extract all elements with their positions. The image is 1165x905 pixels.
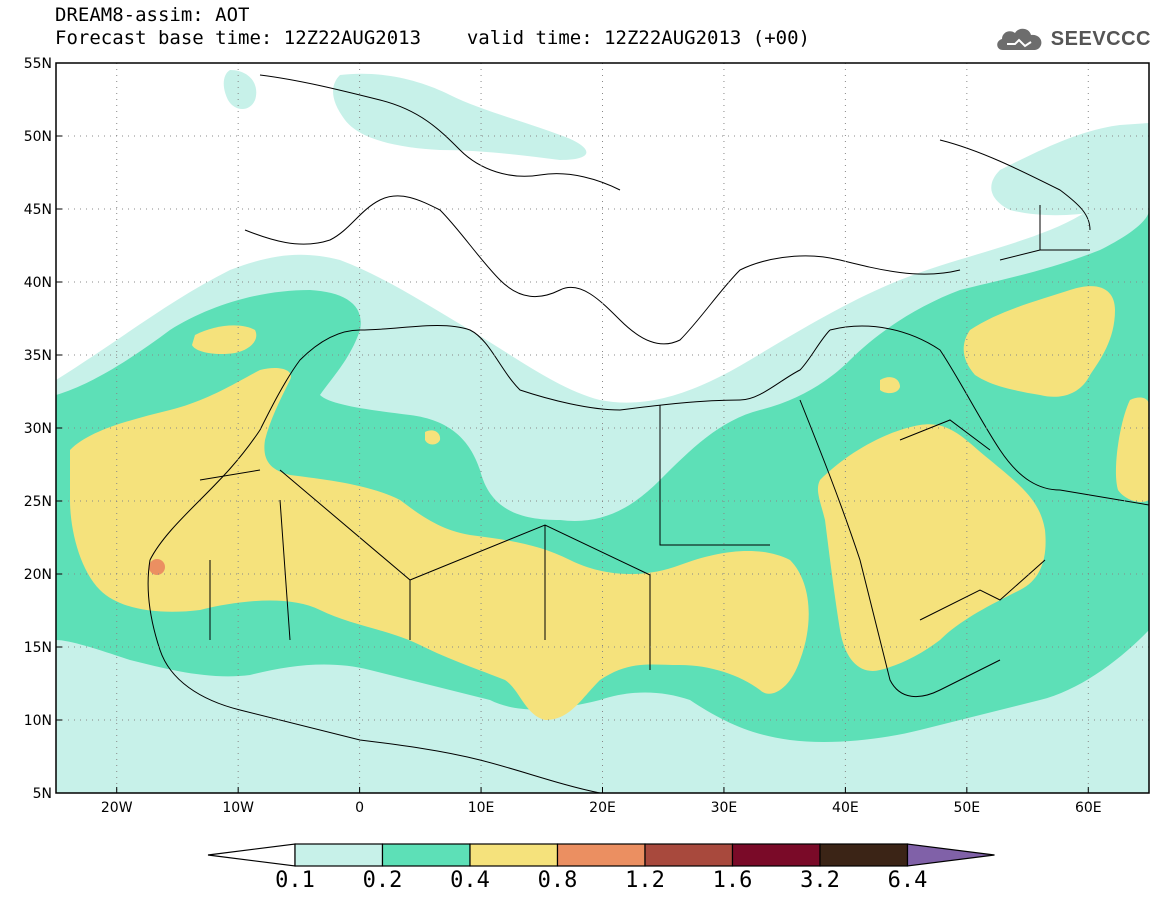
colorbar-label: 0.1 xyxy=(275,868,315,893)
aot-fields xyxy=(56,70,1149,793)
colorbar-segment xyxy=(731,843,821,867)
lat-label: 55N xyxy=(24,56,52,72)
lon-label: 50E xyxy=(953,800,980,816)
lon-label: 20W xyxy=(101,800,133,816)
lon-label: 30E xyxy=(711,800,738,816)
colorbar-label: 6.4 xyxy=(887,868,928,893)
colorbar-label: 0.8 xyxy=(537,868,578,893)
colorbar-label: 0.4 xyxy=(450,868,490,893)
colorbar-left-arrow xyxy=(207,843,296,867)
colorbar xyxy=(207,843,995,867)
graticule xyxy=(56,63,1149,793)
colorbar-segment xyxy=(819,843,909,867)
title-line2: Forecast base time: 12Z22AUG2013 xyxy=(55,27,422,49)
colorbar-label: 0.2 xyxy=(362,868,403,893)
colorbar-label: 1.2 xyxy=(625,868,665,893)
coastlines xyxy=(147,74,1149,793)
lat-label: 10N xyxy=(24,713,52,729)
seevccc-logo: SEEVCCC xyxy=(993,24,1151,54)
lon-labels: 20W 10W 0 10E 20E 30E 40E 50E 60E xyxy=(101,787,1102,816)
colorbar-label: 1.6 xyxy=(712,868,753,893)
valid-time: valid time: 12Z22AUG2013 (+00) xyxy=(466,27,810,49)
lon-label: 60E xyxy=(1075,800,1102,816)
map-title: DREAM8-assim: AOT Forecast base time: 12… xyxy=(55,4,810,50)
lon-label: 10E xyxy=(468,800,495,816)
colorbar-segment xyxy=(381,843,471,867)
title-line1: DREAM8-assim: AOT xyxy=(55,4,250,26)
colorbar-segment xyxy=(294,843,384,867)
lat-label: 35N xyxy=(24,348,52,364)
lat-label: 45N xyxy=(24,202,52,218)
colorbar-segment xyxy=(469,843,559,867)
lon-label: 40E xyxy=(832,800,859,816)
colorbar-right-arrow xyxy=(906,843,995,867)
cloud-icon xyxy=(997,28,1042,50)
lat-label: 40N xyxy=(24,275,52,291)
colorbar-label: 3.2 xyxy=(800,868,840,893)
colorbar-segment xyxy=(644,843,734,867)
lon-label: 10W xyxy=(222,800,254,816)
lat-label: 5N xyxy=(33,786,52,802)
lon-label: 0 xyxy=(355,800,364,816)
lon-label: 20E xyxy=(589,800,616,816)
lat-label: 25N xyxy=(24,494,52,510)
lat-label: 30N xyxy=(24,421,52,437)
lat-label: 20N xyxy=(24,567,52,583)
logo-text: SEEVCCC xyxy=(1050,27,1151,50)
colorbar-segment xyxy=(556,843,646,867)
aot-band-0.4 xyxy=(70,286,1149,720)
lat-label: 15N xyxy=(24,640,52,656)
lat-label: 50N xyxy=(24,129,52,145)
aot-band-0.8 xyxy=(149,559,165,575)
lat-labels: 55N 50N 45N 40N 35N 30N 25N 20N 15N 10N 5N xyxy=(24,56,62,802)
